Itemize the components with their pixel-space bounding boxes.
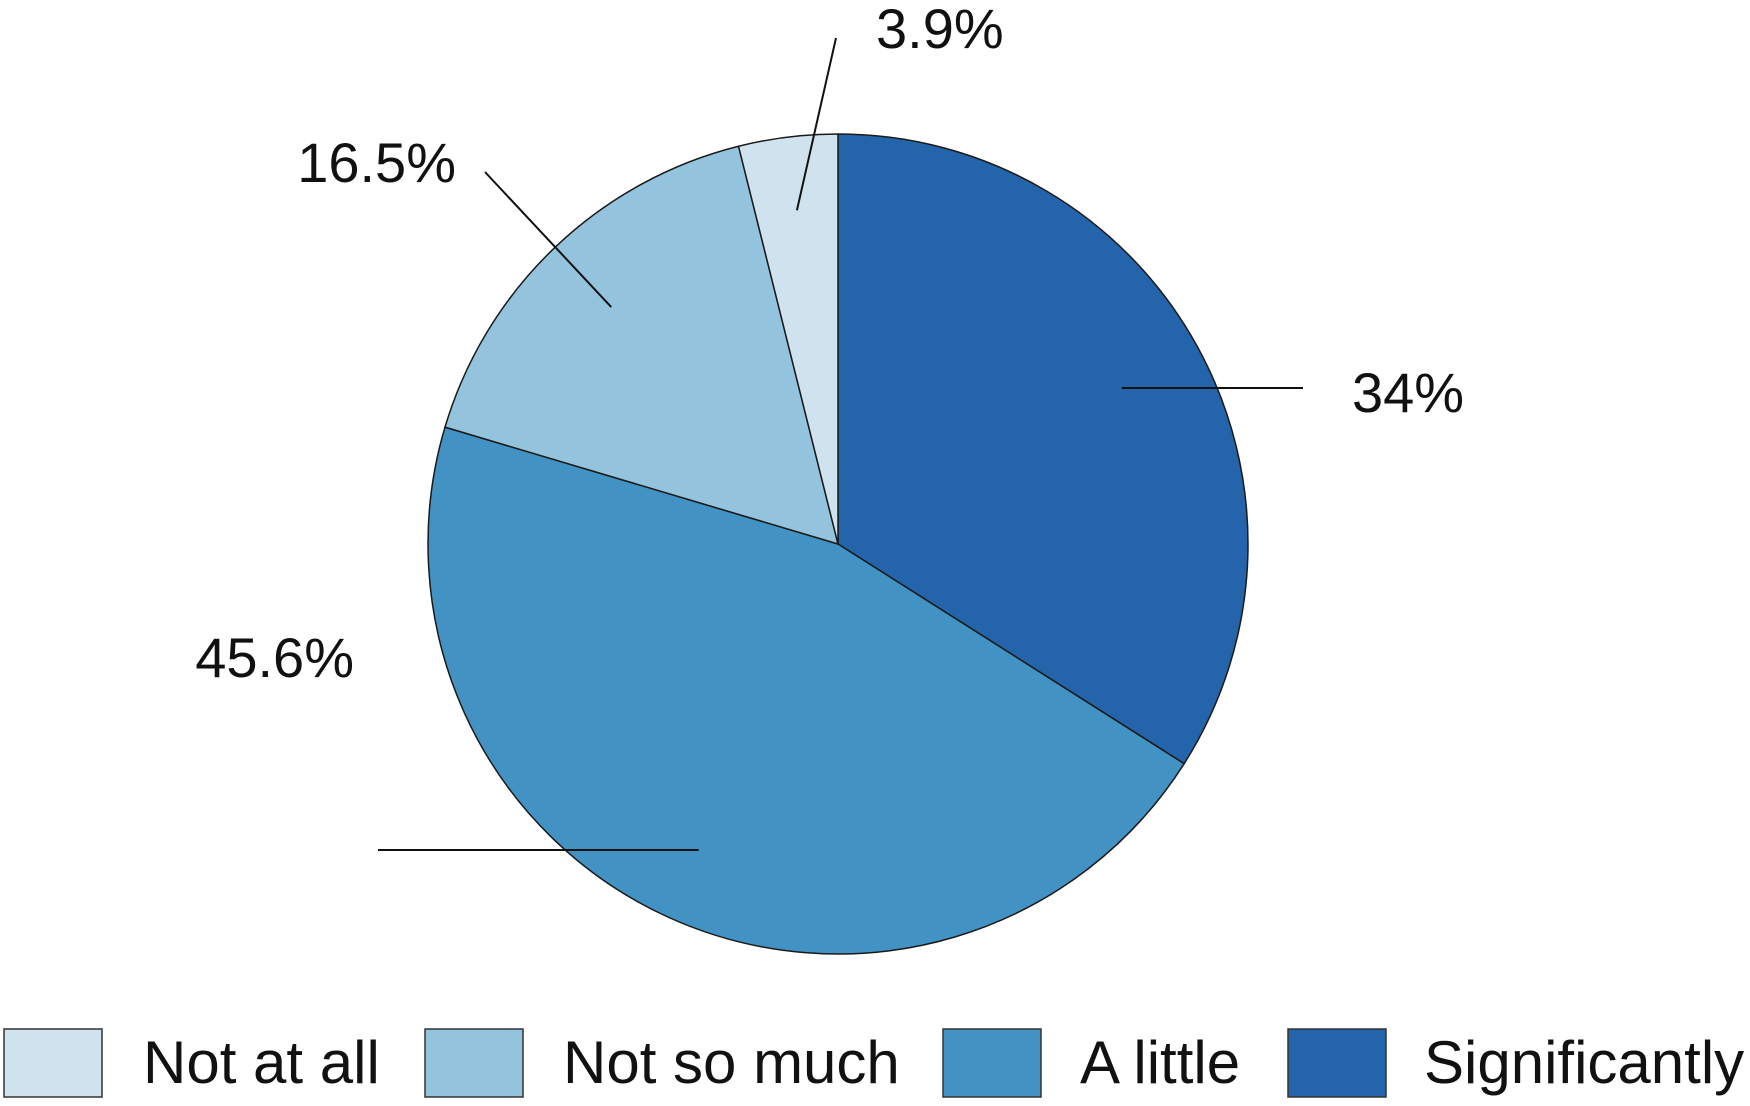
pie-slice-a-little xyxy=(427,426,1185,955)
pie-slices xyxy=(427,133,1249,955)
legend-swatch-significantly xyxy=(1287,1028,1387,1098)
leader-lines xyxy=(378,37,1303,851)
legend-swatch-a-little xyxy=(942,1028,1042,1098)
legend-label-significantly: Significantly xyxy=(1424,1029,1744,1096)
leader-line-not-so-much xyxy=(484,171,612,308)
legend-label-not-at-all: Not at all xyxy=(143,1029,380,1096)
legend: Not at all Not so much A little Signific… xyxy=(3,1028,1744,1098)
legend-swatch-not-at-all xyxy=(3,1028,103,1098)
legend-swatch-not-so-much xyxy=(424,1028,524,1098)
legend-label-a-little: A little xyxy=(1080,1029,1240,1096)
pie-slice-significantly xyxy=(837,133,1249,765)
legend-label-not-so-much: Not so much xyxy=(563,1029,900,1096)
pie-slice-not-at-all xyxy=(737,133,839,545)
slice-label-a-little: 45.6% xyxy=(195,626,354,689)
slice-label-significantly: 34% xyxy=(1352,361,1464,424)
slice-label-not-at-all: 3.9% xyxy=(876,0,1004,60)
slice-label-not-so-much: 16.5% xyxy=(297,131,456,194)
leader-line-not-at-all xyxy=(795,37,837,211)
